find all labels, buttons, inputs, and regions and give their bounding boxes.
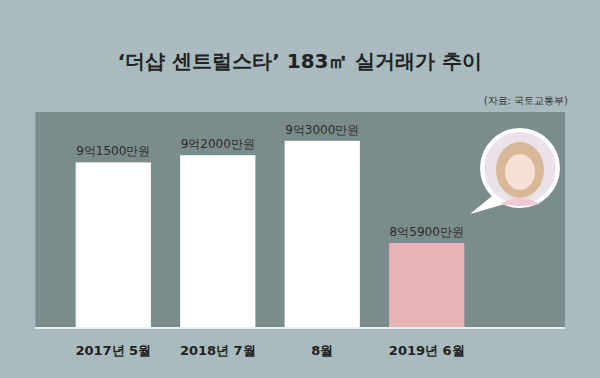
x-tick-label: 2017년 5월 (75, 343, 151, 358)
background (0, 0, 600, 378)
x-tick-label: 2019년 6월 (389, 343, 465, 358)
profile-photo (470, 128, 560, 214)
photo-background (484, 132, 556, 204)
data-label: 9억3000만원 (285, 123, 359, 137)
x-tick-label: 2018년 7월 (180, 343, 256, 358)
x-tick: 8월 (311, 328, 333, 358)
photo-clothes (500, 198, 540, 206)
bar (389, 243, 464, 328)
y-axis (35, 113, 36, 329)
bar (180, 155, 255, 328)
photo-hair (496, 142, 544, 198)
plot-area (35, 112, 565, 328)
source: (자료: 국토교통부) (484, 95, 568, 106)
bar (76, 162, 151, 328)
data-label: 8억5900만원 (390, 225, 464, 239)
bar (285, 141, 360, 328)
data-label: 9억1500만원 (76, 144, 150, 158)
photo-border (480, 128, 560, 208)
data-label: 9억2000만원 (181, 137, 255, 151)
title: ‘더샵 센트럴스타’ 183㎡ 실거래가 추이 (118, 49, 483, 73)
x-axis: 2017년 5월 2018년 7월 8월 2019년 6월 (35, 328, 565, 358)
x-tick: 2018년 7월 (180, 328, 256, 358)
x-axis-line (35, 327, 565, 329)
x-tick: 2017년 5월 (75, 328, 151, 358)
y-axis-line (35, 113, 36, 329)
x-tick-label: 8월 (311, 343, 333, 358)
photo-face (505, 154, 535, 190)
data-labels: 9억1500만원 9억2000만원 9억3000만원 8억5900만원 (76, 123, 464, 239)
x-tick: 2019년 6월 (389, 328, 465, 358)
bars (76, 141, 465, 328)
chart: ‘더샵 센트럴스타’ 183㎡ 실거래가 추이 (자료: 국토교통부) 2017년 … (0, 0, 600, 378)
